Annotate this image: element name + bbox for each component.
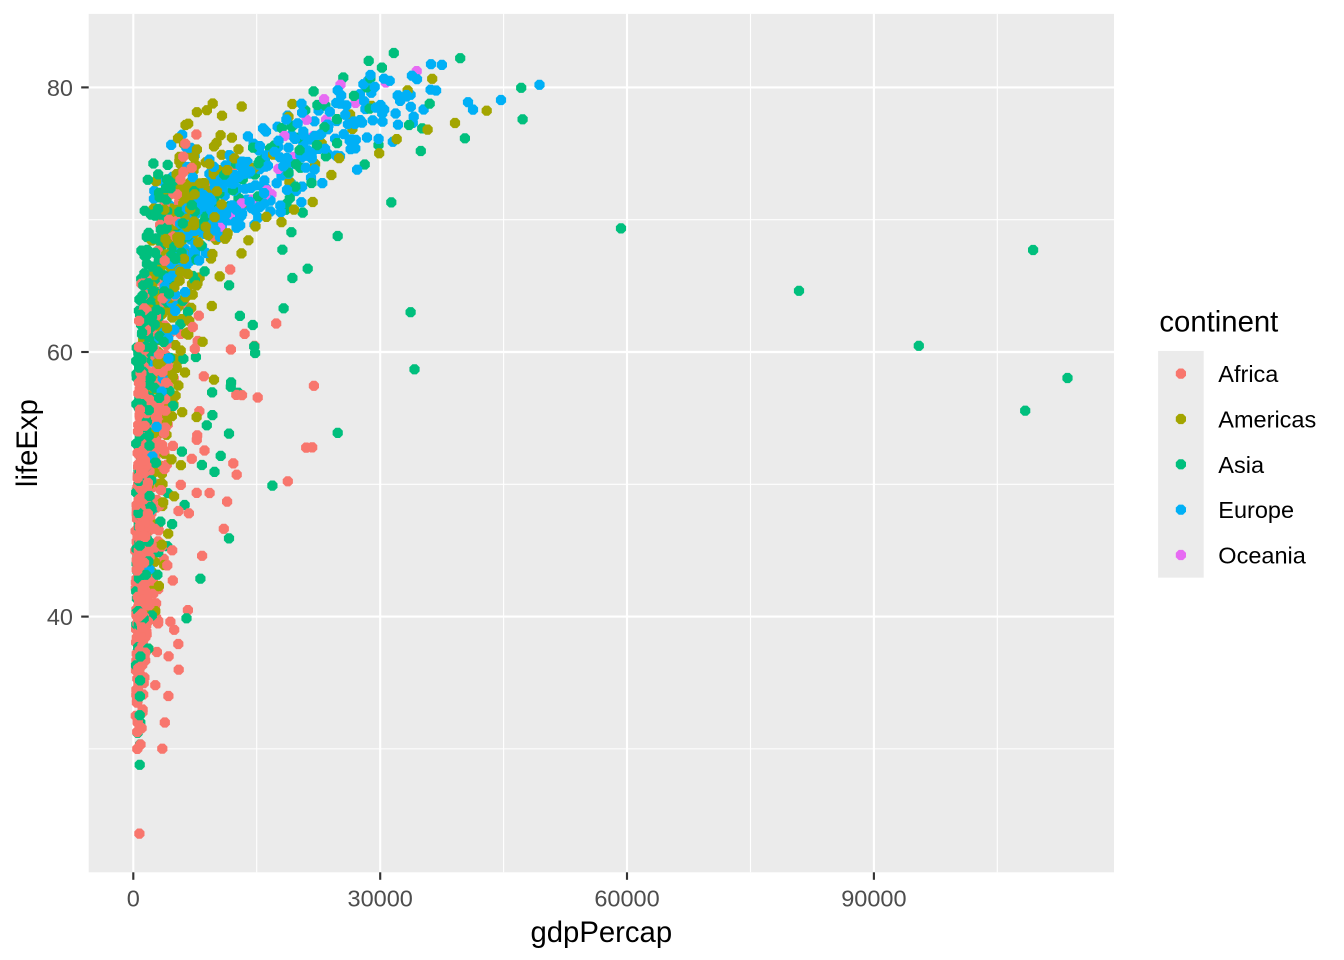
svg-text:90000: 90000 [841, 885, 906, 911]
svg-text:0: 0 [127, 885, 140, 911]
svg-text:lifeExp: lifeExp [11, 399, 44, 487]
svg-text:continent: continent [1159, 306, 1278, 339]
svg-text:40: 40 [47, 604, 73, 630]
svg-text:gdpPercap: gdpPercap [530, 916, 672, 949]
svg-text:Europe: Europe [1218, 497, 1294, 523]
svg-text:60: 60 [47, 340, 73, 366]
svg-text:80: 80 [47, 75, 73, 101]
svg-text:30000: 30000 [348, 885, 413, 911]
svg-text:Oceania: Oceania [1218, 543, 1306, 569]
svg-text:Americas: Americas [1218, 407, 1316, 433]
svg-text:Asia: Asia [1218, 452, 1265, 478]
svg-text:60000: 60000 [594, 885, 659, 911]
svg-text:Africa: Africa [1218, 361, 1279, 387]
